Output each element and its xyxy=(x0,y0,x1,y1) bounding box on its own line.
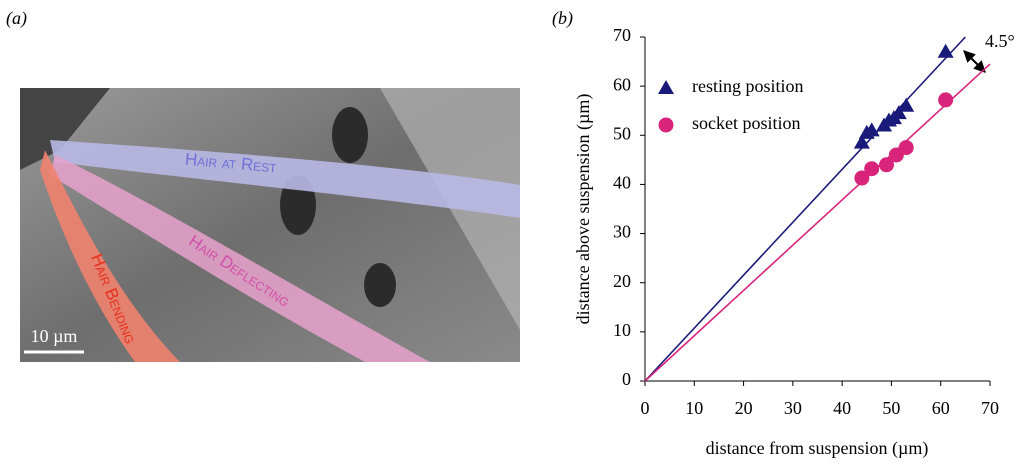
legend-label: socket position xyxy=(692,113,801,133)
data-point xyxy=(938,92,953,107)
y-tick-label: 70 xyxy=(613,25,631,45)
y-axis-title: distance above suspension (µm) xyxy=(573,94,594,325)
y-tick-label: 40 xyxy=(613,173,631,193)
angle-arrow xyxy=(964,51,985,72)
micrograph xyxy=(20,88,520,362)
data-point xyxy=(899,140,914,155)
y-tick-label: 0 xyxy=(622,369,631,389)
legend-label: resting position xyxy=(692,76,804,96)
page: (a) Hair at Rest Hair Deflecting Hair Be… xyxy=(0,0,1028,471)
panel-label: (a) xyxy=(6,8,27,29)
data-point xyxy=(864,161,879,176)
data-point xyxy=(938,44,954,58)
x-tick-label: 60 xyxy=(932,398,950,418)
trend-line xyxy=(645,64,990,381)
x-tick-label: 10 xyxy=(685,398,703,418)
y-tick-label: 30 xyxy=(613,222,631,242)
y-tick-label: 10 xyxy=(613,320,631,340)
x-tick-label: 40 xyxy=(833,398,851,418)
x-tick-label: 0 xyxy=(641,398,650,418)
scale-bar-label: 10 µm xyxy=(31,326,78,346)
x-tick-label: 70 xyxy=(981,398,999,418)
figure: (a) Hair at Rest Hair Deflecting Hair Be… xyxy=(0,0,1028,466)
y-tick-label: 20 xyxy=(613,271,631,291)
y-tick-label: 50 xyxy=(613,123,631,143)
data-point xyxy=(898,98,914,112)
legend-marker xyxy=(659,118,674,133)
legend-marker xyxy=(658,80,674,94)
x-tick-label: 20 xyxy=(735,398,753,418)
x-tick-label: 50 xyxy=(882,398,900,418)
panel-label: (b) xyxy=(552,8,573,29)
x-tick-label: 30 xyxy=(784,398,802,418)
y-tick-label: 60 xyxy=(613,74,631,94)
angle-annotation: 4.5° xyxy=(985,31,1015,51)
x-axis-title: distance from suspension (µm) xyxy=(706,438,929,459)
